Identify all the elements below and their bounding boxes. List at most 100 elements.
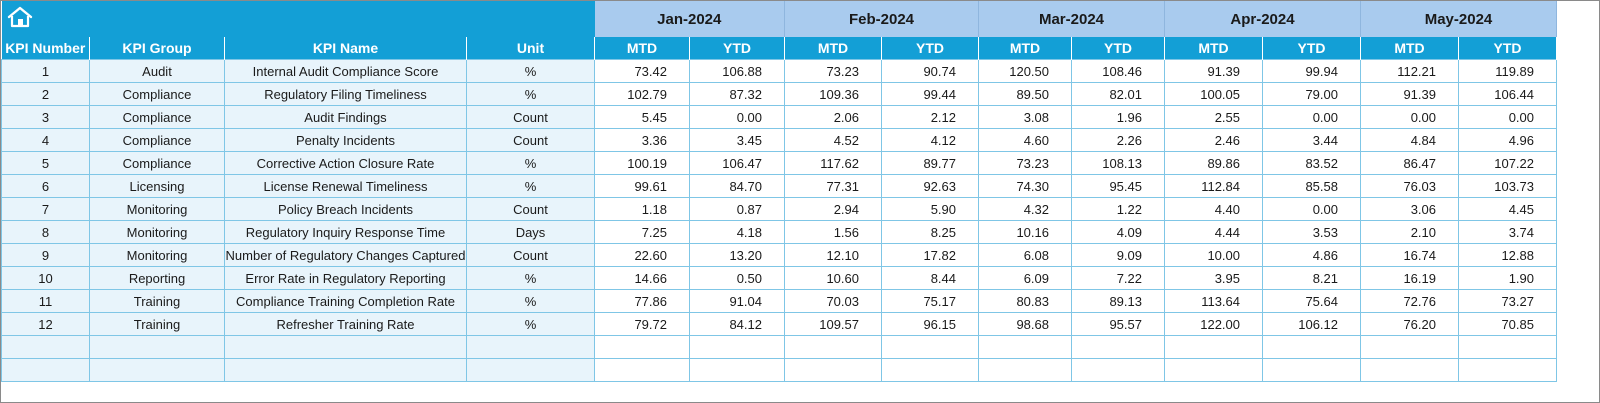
feb-mtd-cell[interactable]: 73.23	[784, 59, 882, 83]
feb-mtd-cell[interactable]: 109.36	[784, 82, 882, 106]
jan-mtd-cell[interactable]: 79.72	[594, 312, 690, 336]
may-mtd-cell[interactable]: 4.84	[1360, 128, 1459, 152]
apr-ytd-cell[interactable]: 0.00	[1262, 197, 1361, 221]
feb-mtd-cell[interactable]: 2.94	[784, 197, 882, 221]
mar-mtd-cell[interactable]: 89.50	[978, 82, 1072, 106]
kpi-name-cell[interactable]: Regulatory Filing Timeliness	[224, 82, 467, 106]
apr-ytd-cell[interactable]: 0.00	[1262, 105, 1361, 129]
kpi-name-cell[interactable]: Penalty Incidents	[224, 128, 467, 152]
unit-cell[interactable]: %	[466, 289, 595, 313]
may-mtd-cell[interactable]: 16.19	[1360, 266, 1459, 290]
mar-ytd-cell[interactable]: 2.26	[1071, 128, 1165, 152]
kpi-name-cell[interactable]: Number of Regulatory Changes Captured	[224, 243, 467, 267]
feb-mtd-cell[interactable]	[784, 335, 882, 359]
apr-ytd-cell[interactable]: 3.44	[1262, 128, 1361, 152]
unit-cell[interactable]: %	[466, 82, 595, 106]
apr-mtd-cell[interactable]: 112.84	[1164, 174, 1263, 198]
may-mtd-cell[interactable]: 2.10	[1360, 220, 1459, 244]
kpi-group-cell[interactable]: Training	[89, 312, 225, 336]
may-ytd-cell[interactable]: 70.85	[1458, 312, 1557, 336]
kpi-name-cell[interactable]: Corrective Action Closure Rate	[224, 151, 467, 175]
kpi-number-cell[interactable]: 6	[1, 174, 90, 198]
mar-ytd-cell[interactable]	[1071, 358, 1165, 382]
feb-mtd-cell[interactable]: 109.57	[784, 312, 882, 336]
jan-mtd-cell[interactable]: 77.86	[594, 289, 690, 313]
unit-cell[interactable]: Count	[466, 105, 595, 129]
jan-mtd-cell[interactable]: 1.18	[594, 197, 690, 221]
unit-cell[interactable]: %	[466, 59, 595, 83]
kpi-name-cell[interactable]	[224, 335, 467, 359]
may-mtd-cell[interactable]	[1360, 335, 1459, 359]
feb-ytd-cell[interactable]: 8.44	[881, 266, 979, 290]
kpi-number-cell[interactable]	[1, 358, 90, 382]
mar-ytd-cell[interactable]: 95.57	[1071, 312, 1165, 336]
unit-cell[interactable]: Count	[466, 243, 595, 267]
mar-mtd-cell[interactable]	[978, 358, 1072, 382]
apr-mtd-cell[interactable]	[1164, 335, 1263, 359]
jan-ytd-cell[interactable]: 0.50	[689, 266, 785, 290]
feb-mtd-cell[interactable]: 10.60	[784, 266, 882, 290]
apr-mtd-cell[interactable]: 4.40	[1164, 197, 1263, 221]
jan-mtd-cell[interactable]	[594, 358, 690, 382]
kpi-group-cell[interactable]: Reporting	[89, 266, 225, 290]
feb-ytd-cell[interactable]: 4.12	[881, 128, 979, 152]
jan-ytd-cell[interactable]: 87.32	[689, 82, 785, 106]
apr-mtd-cell[interactable]: 113.64	[1164, 289, 1263, 313]
may-ytd-cell[interactable]: 119.89	[1458, 59, 1557, 83]
jan-mtd-cell[interactable]: 73.42	[594, 59, 690, 83]
mar-mtd-cell[interactable]: 4.32	[978, 197, 1072, 221]
feb-ytd-cell[interactable]: 2.12	[881, 105, 979, 129]
kpi-group-cell[interactable]: Monitoring	[89, 220, 225, 244]
kpi-name-cell[interactable]: Error Rate in Regulatory Reporting	[224, 266, 467, 290]
kpi-number-cell[interactable]: 1	[1, 59, 90, 83]
apr-ytd-cell[interactable]: 75.64	[1262, 289, 1361, 313]
kpi-number-cell[interactable]	[1, 335, 90, 359]
kpi-name-cell[interactable]: Internal Audit Compliance Score	[224, 59, 467, 83]
jan-mtd-cell[interactable]: 7.25	[594, 220, 690, 244]
kpi-name-cell[interactable]: Audit Findings	[224, 105, 467, 129]
may-ytd-cell[interactable]: 4.96	[1458, 128, 1557, 152]
apr-ytd-cell[interactable]: 99.94	[1262, 59, 1361, 83]
jan-ytd-cell[interactable]: 91.04	[689, 289, 785, 313]
jan-ytd-cell[interactable]: 0.87	[689, 197, 785, 221]
mar-ytd-cell[interactable]: 82.01	[1071, 82, 1165, 106]
jan-mtd-cell[interactable]: 3.36	[594, 128, 690, 152]
feb-ytd-cell[interactable]: 5.90	[881, 197, 979, 221]
mar-ytd-cell[interactable]: 1.22	[1071, 197, 1165, 221]
feb-ytd-cell[interactable]: 99.44	[881, 82, 979, 106]
may-ytd-cell[interactable]: 107.22	[1458, 151, 1557, 175]
apr-mtd-cell[interactable]: 91.39	[1164, 59, 1263, 83]
may-ytd-cell[interactable]: 103.73	[1458, 174, 1557, 198]
jan-mtd-cell[interactable]: 99.61	[594, 174, 690, 198]
kpi-group-cell[interactable]: Compliance	[89, 82, 225, 106]
feb-ytd-cell[interactable]: 90.74	[881, 59, 979, 83]
kpi-name-cell[interactable]: Compliance Training Completion Rate	[224, 289, 467, 313]
may-ytd-cell[interactable]: 12.88	[1458, 243, 1557, 267]
apr-mtd-cell[interactable]: 89.86	[1164, 151, 1263, 175]
kpi-number-cell[interactable]: 4	[1, 128, 90, 152]
mar-mtd-cell[interactable]	[978, 335, 1072, 359]
feb-ytd-cell[interactable]	[881, 335, 979, 359]
may-mtd-cell[interactable]: 112.21	[1360, 59, 1459, 83]
kpi-group-cell[interactable]	[89, 358, 225, 382]
apr-ytd-cell[interactable]: 79.00	[1262, 82, 1361, 106]
feb-ytd-cell[interactable]: 75.17	[881, 289, 979, 313]
mar-mtd-cell[interactable]: 3.08	[978, 105, 1072, 129]
may-mtd-cell[interactable]	[1360, 358, 1459, 382]
jan-mtd-cell[interactable]: 5.45	[594, 105, 690, 129]
kpi-number-cell[interactable]: 12	[1, 312, 90, 336]
jan-ytd-cell[interactable]	[689, 335, 785, 359]
kpi-group-cell[interactable]: Licensing	[89, 174, 225, 198]
unit-cell[interactable]	[466, 358, 595, 382]
may-mtd-cell[interactable]: 0.00	[1360, 105, 1459, 129]
unit-cell[interactable]: Count	[466, 197, 595, 221]
jan-mtd-cell[interactable]: 14.66	[594, 266, 690, 290]
feb-mtd-cell[interactable]: 4.52	[784, 128, 882, 152]
feb-mtd-cell[interactable]: 2.06	[784, 105, 882, 129]
apr-ytd-cell[interactable]: 106.12	[1262, 312, 1361, 336]
apr-mtd-cell[interactable]: 10.00	[1164, 243, 1263, 267]
may-ytd-cell[interactable]: 1.90	[1458, 266, 1557, 290]
mar-mtd-cell[interactable]: 10.16	[978, 220, 1072, 244]
mar-ytd-cell[interactable]: 89.13	[1071, 289, 1165, 313]
unit-cell[interactable]: %	[466, 266, 595, 290]
